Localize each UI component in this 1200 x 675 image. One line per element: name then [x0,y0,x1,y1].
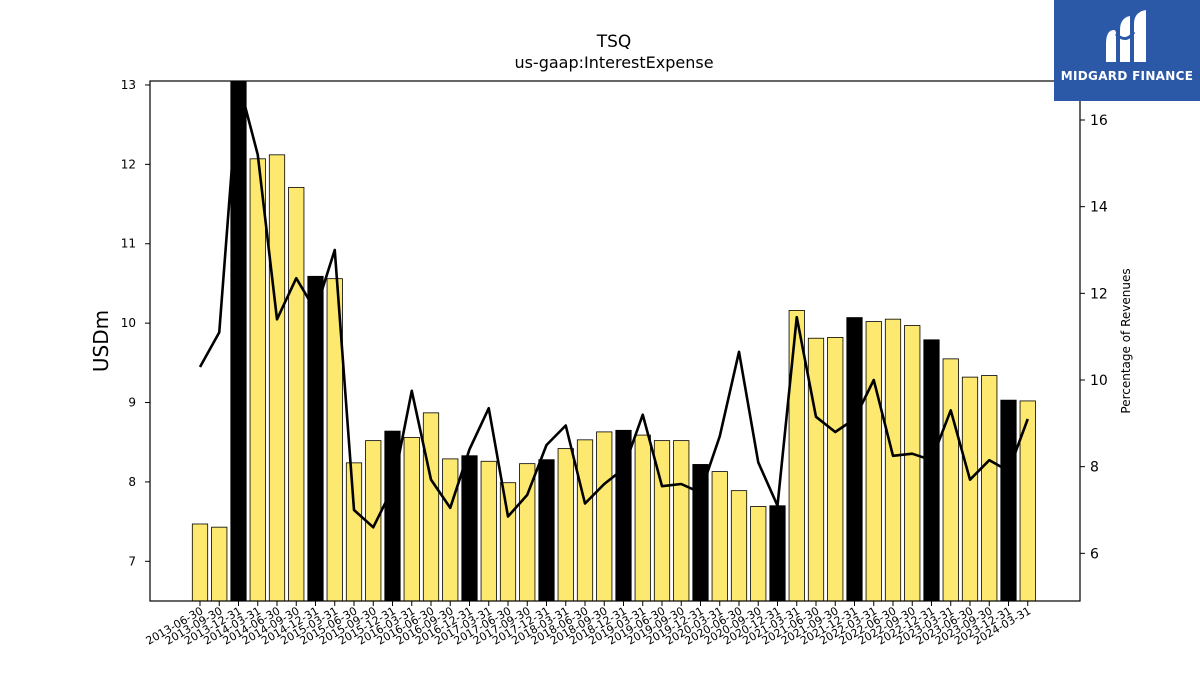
y-tick-label: 7 [128,554,136,568]
bar [576,439,594,602]
x-axis: 2013-06-302013-09-302013-12-312014-03-31… [144,601,1033,648]
bar [307,275,324,602]
bar [596,431,613,602]
left-axis: 7 8 9 10 11 12 13 [121,78,150,568]
bar [442,458,459,602]
bar [942,358,959,602]
y-tick-label: 10 [121,316,136,330]
bar [846,317,863,602]
bar [769,505,786,602]
bar [884,318,902,602]
bar [923,339,940,602]
bar [673,440,690,602]
bar [422,412,440,602]
y2-tick-label: 10 [1090,373,1108,389]
y-axis-label: USDm [89,310,113,372]
bar [403,437,420,602]
bar [1000,399,1017,602]
y2-tick-label: 16 [1090,113,1108,129]
bar [961,376,979,602]
bar [191,523,209,602]
bar [634,434,651,602]
y2-axis-label: Percentage of Revenues [1119,268,1133,413]
bar [557,448,574,602]
chart-subtitle: us-gaap:InterestExpense [514,53,714,72]
y2-tick-label: 6 [1090,546,1099,562]
bar [807,337,825,602]
bar [499,482,517,602]
y-tick-label: 12 [121,157,136,171]
bar [788,310,805,602]
bar [211,526,228,602]
bar [827,337,844,602]
bar [249,158,266,602]
brand-logo: MIDGARD FINANCE [1054,0,1200,101]
bar [981,375,998,602]
bar [480,460,497,602]
logo-mark-icon [1106,10,1146,62]
chart-title: TSQ [596,32,632,52]
bar [288,186,305,602]
bar [461,455,478,602]
bar [750,506,767,602]
y2-tick-label: 12 [1090,286,1108,302]
logo-text: MIDGARD FINANCE [1060,69,1194,83]
bar [711,471,728,602]
plot-frame [149,80,1081,602]
bar [692,464,709,602]
bar-series [191,80,1036,602]
bar [345,462,363,602]
y2-tick-label: 8 [1090,460,1099,476]
y2-tick-label: 14 [1090,200,1108,216]
y-tick-label: 13 [121,78,136,92]
bar [904,325,921,602]
bar [865,321,882,602]
y-tick-label: 11 [121,237,136,251]
bar [538,459,555,602]
y-tick-label: 8 [128,475,136,489]
pct-revenue-line [198,81,1029,529]
line-series [198,81,1029,529]
bar [268,154,286,602]
bar [730,490,748,602]
right-axis: 6 8 10 12 14 16 [1080,113,1108,562]
y-tick-label: 9 [128,396,136,410]
